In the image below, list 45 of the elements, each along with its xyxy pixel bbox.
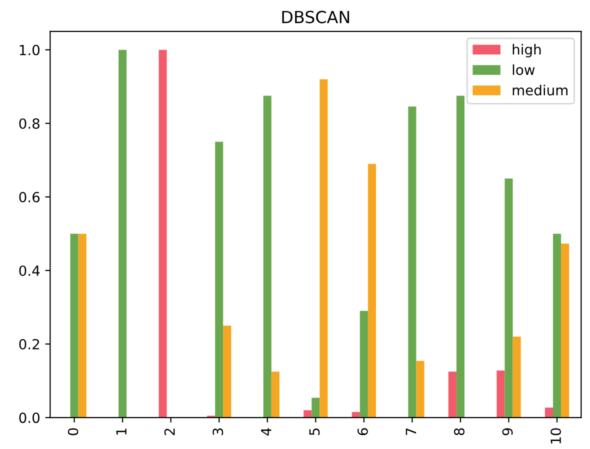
bar xyxy=(360,310,368,418)
bar xyxy=(304,410,312,418)
y-tick-label: 0.4 xyxy=(19,265,40,276)
bar xyxy=(312,398,320,418)
bar xyxy=(448,372,456,418)
y-tick-label: 0.6 xyxy=(19,192,40,202)
bar xyxy=(263,96,272,418)
x-tick-label: 2 xyxy=(164,428,175,436)
bar xyxy=(70,234,78,418)
x-tick-label: 5 xyxy=(309,428,320,436)
bar xyxy=(320,79,328,418)
bar xyxy=(118,50,127,418)
x-tick-label: 0 xyxy=(68,428,78,436)
x-tick-label: 4 xyxy=(261,428,272,436)
bar xyxy=(78,234,86,418)
y-tick-label: 1.0 xyxy=(20,44,40,56)
bar xyxy=(223,326,232,418)
x-tick-label: 8 xyxy=(454,428,464,436)
y-tick-label: 0.8 xyxy=(19,118,40,129)
x-tick-label: 1 xyxy=(116,428,126,435)
legend-label: medium xyxy=(512,84,568,96)
bar xyxy=(504,178,513,418)
x-tick-label: 9 xyxy=(502,428,513,436)
x-tick-label: 10 xyxy=(550,428,562,444)
bar xyxy=(352,412,360,418)
x-tick-label: 6 xyxy=(357,428,368,436)
bar xyxy=(561,244,570,418)
bar xyxy=(416,360,424,418)
x-tick-label: 3 xyxy=(212,428,224,436)
bar xyxy=(271,372,280,418)
bar xyxy=(408,106,416,418)
chart-title: DBSCAN xyxy=(282,10,350,24)
bar xyxy=(552,234,562,418)
x-tick-label: 7 xyxy=(406,428,416,435)
bar xyxy=(368,164,376,418)
bar xyxy=(158,50,167,418)
bar xyxy=(512,336,521,418)
legend-label: low xyxy=(512,64,535,76)
bar xyxy=(215,142,224,418)
bar xyxy=(456,96,464,418)
bar xyxy=(496,370,505,418)
bar xyxy=(544,408,553,418)
legend-label: high xyxy=(512,44,541,58)
y-tick-label: 0.2 xyxy=(19,338,40,350)
y-tick-label: 0.0 xyxy=(19,412,40,424)
